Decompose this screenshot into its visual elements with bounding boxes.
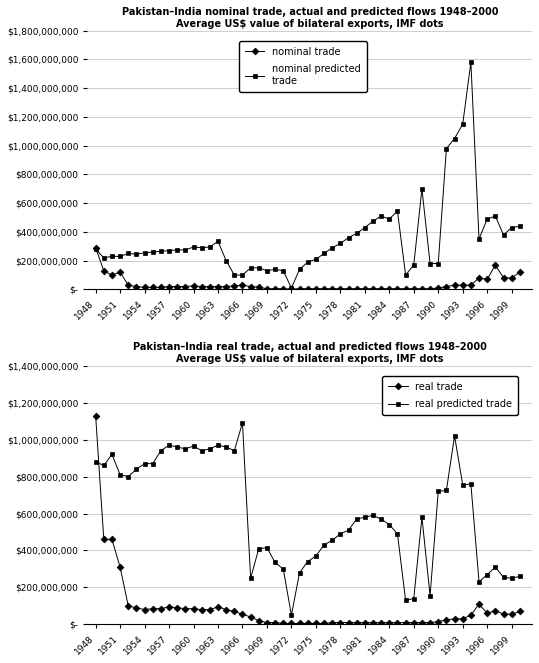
nominal predicted
trade [354,229,360,237]
real predicted trade [92,457,99,465]
nominal predicted
trade [370,217,376,225]
real predicted trade [206,445,213,453]
nominal predicted
trade [516,222,523,230]
nominal predicted
trade [206,243,213,251]
real trade [427,619,433,627]
real trade [370,619,376,627]
nominal trade [206,282,213,290]
real trade [345,619,352,627]
real trade [476,600,482,608]
Line: real predicted trade: real predicted trade [93,420,522,618]
nominal trade [476,274,482,282]
nominal predicted
trade [378,212,384,220]
real trade [206,605,213,613]
real trade [92,412,99,420]
real predicted trade [435,487,441,495]
real trade [280,619,287,627]
nominal predicted
trade [92,245,99,253]
real predicted trade [386,520,392,528]
nominal predicted
trade [468,58,474,66]
nominal trade [92,244,99,252]
Title: Pakistan–India nominal trade, actual and predicted flows 1948–2000
Average US$ v: Pakistan–India nominal trade, actual and… [121,7,498,29]
real predicted trade [288,611,295,619]
real trade [354,619,360,627]
real predicted trade [354,515,360,523]
real predicted trade [378,515,384,523]
nominal trade [354,284,360,292]
real predicted trade [516,572,523,580]
Line: nominal predicted
trade: nominal predicted trade [93,60,522,290]
nominal predicted
trade [288,284,295,292]
real predicted trade [239,419,246,427]
Line: real trade: real trade [93,413,522,626]
nominal trade [345,284,352,292]
nominal trade [370,284,376,292]
real trade [516,607,523,615]
nominal trade [516,269,523,276]
real predicted trade [362,513,368,521]
Title: Pakistan–India real trade, actual and predicted flows 1948–2000
Average US$ valu: Pakistan–India real trade, actual and pr… [133,342,487,363]
Legend: nominal trade, nominal predicted
trade: nominal trade, nominal predicted trade [239,40,367,91]
Legend: real trade, real predicted trade: real trade, real predicted trade [382,376,519,415]
nominal trade [288,285,295,293]
Line: nominal trade: nominal trade [93,245,522,292]
nominal predicted
trade [345,233,352,241]
nominal predicted
trade [427,260,433,268]
nominal trade [427,284,433,292]
